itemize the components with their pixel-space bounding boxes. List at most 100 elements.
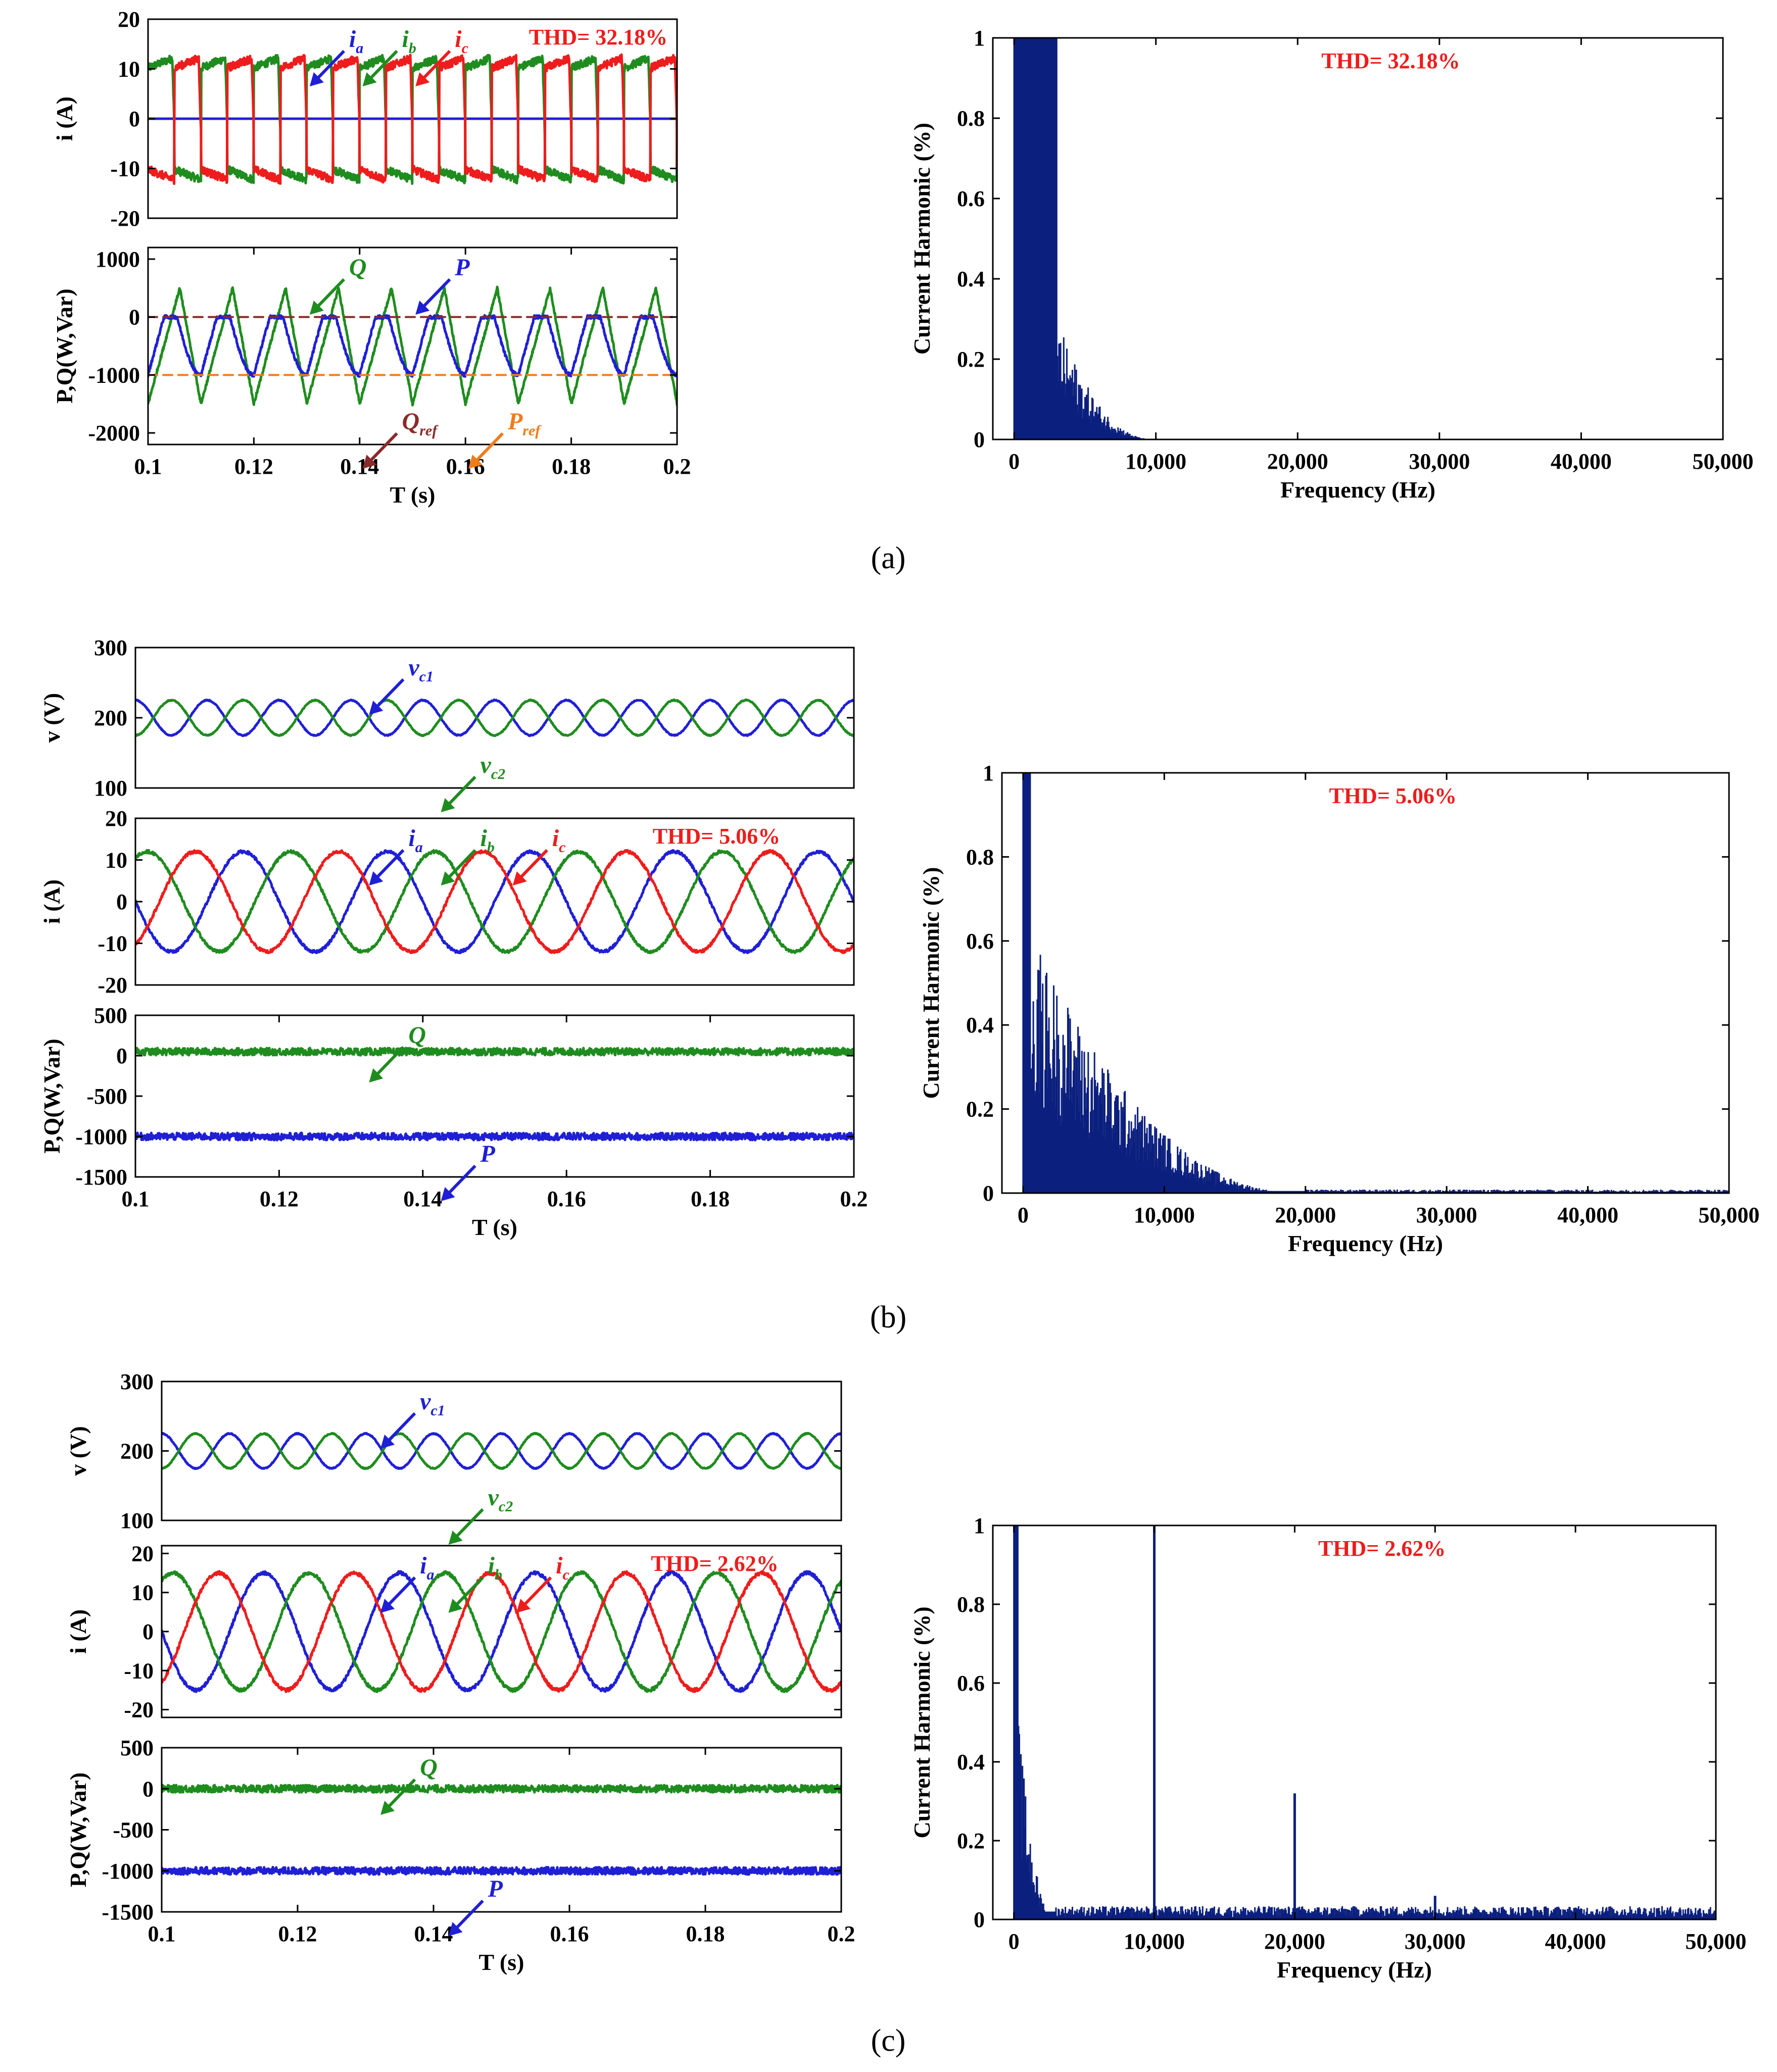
x-tick-label: 50,000 xyxy=(1699,1203,1760,1227)
x-tick-label: 0.2 xyxy=(663,454,691,479)
arrow-ia xyxy=(312,50,346,84)
arrow-P xyxy=(444,1164,476,1199)
chart-b-voltage: 300 200 100 v (V) vc1 vc2 xyxy=(39,635,855,812)
series-ib xyxy=(148,54,677,185)
y-tick-label: 0 xyxy=(983,1181,994,1206)
y-tick-label: -10 xyxy=(124,1658,154,1683)
axis-frame xyxy=(992,37,1724,440)
plot-area xyxy=(1013,1525,1716,1919)
x-tick-label: 0.18 xyxy=(691,1187,730,1211)
chart-a-current: 20 10 0 -10 -20 i (A) THD= 32.18% ia ib ic xyxy=(52,7,678,231)
signal-label-ic: ic xyxy=(552,825,566,856)
thd-label: THD= 32.18% xyxy=(1321,48,1460,73)
arrow-ic xyxy=(519,1576,552,1610)
spectrum-bars xyxy=(1013,38,1154,439)
y-tick-label: 0.4 xyxy=(957,1750,985,1774)
x-tick-label: 0.1 xyxy=(122,1187,150,1211)
y-axis-title: v (V) xyxy=(39,693,65,743)
plot-area xyxy=(162,1432,841,1470)
thd-label: THD= 32.18% xyxy=(529,25,667,50)
x-tick-label: 0.16 xyxy=(547,1187,586,1211)
thd-label: THD= 5.06% xyxy=(1329,783,1457,808)
y-tick-label: 0 xyxy=(142,1619,154,1644)
y-tick-label: -500 xyxy=(86,1084,127,1109)
y-tick-label: 1000 xyxy=(95,247,140,272)
x-tick-label: 0 xyxy=(1008,1929,1020,1954)
y-tick-label: 0.2 xyxy=(957,1829,985,1853)
arrow-head-icon xyxy=(448,1599,463,1613)
signal-label-ia: ia xyxy=(349,26,363,57)
arrow-vc2 xyxy=(451,1508,484,1542)
arrow-head-icon xyxy=(448,1922,463,1936)
y-tick-label: 200 xyxy=(94,706,127,730)
x-tick-label: 10,000 xyxy=(1124,1929,1185,1954)
y-axis-title: P,Q(W,Var) xyxy=(65,1772,91,1887)
arrow-head-icon xyxy=(380,1801,395,1815)
x-tick-label: 20,000 xyxy=(1264,1929,1325,1954)
y-tick-label: 20 xyxy=(105,806,127,831)
y-tick-label: 500 xyxy=(120,1736,154,1760)
y-axis-title: Current Harmonic (%) xyxy=(909,1606,935,1838)
y-axis-title: P,Q(W,Var) xyxy=(52,288,77,403)
series-ic xyxy=(148,53,677,185)
y-tick-label: 10 xyxy=(118,57,140,82)
y-tick-label: 0.6 xyxy=(966,929,994,954)
signal-label-Pref: Pref xyxy=(507,408,542,439)
arrow-head-icon xyxy=(441,871,455,885)
x-tick-label: 0 xyxy=(1018,1203,1029,1227)
x-tick-label: 50,000 xyxy=(1693,449,1754,474)
series-P xyxy=(162,1865,841,1876)
y-tick-label: -10 xyxy=(110,157,140,181)
y-tick-label: -1500 xyxy=(75,1165,127,1190)
arrow-head-icon xyxy=(468,455,483,469)
y-tick-label: -20 xyxy=(124,1698,154,1722)
x-tick-label: 0.14 xyxy=(403,1187,442,1211)
x-tick-label: 0 xyxy=(1008,449,1020,474)
x-tick-label: 20,000 xyxy=(1267,449,1328,474)
axis-frame xyxy=(1001,772,1730,1194)
y-tick-label: -20 xyxy=(110,206,140,231)
series-ib xyxy=(135,849,854,955)
signal-label-ic: ic xyxy=(455,26,468,57)
y-tick-label: 0.4 xyxy=(957,267,985,291)
series-Q xyxy=(135,1047,854,1057)
signal-label-Qref: Qref xyxy=(402,408,439,439)
plot-area xyxy=(135,849,854,955)
x-tick-label: 0.12 xyxy=(260,1187,299,1211)
y-tick-label: 0 xyxy=(116,1044,127,1068)
series-vc1 xyxy=(162,1432,841,1470)
arrow-ic xyxy=(418,50,451,84)
series-vc2 xyxy=(135,698,854,737)
y-tick-label: 10 xyxy=(105,848,127,873)
y-axis-title: Current Harmonic (%) xyxy=(918,867,944,1099)
signal-label-Q: Q xyxy=(349,254,367,281)
plot-area xyxy=(162,1570,841,1693)
signal-label-ib: ib xyxy=(488,1552,502,1583)
x-tick-label: 10,000 xyxy=(1134,1203,1195,1227)
chart-a-spectrum: 1 0.8 0.6 0.4 0.2 00 10,000 20,000 30,000 40,000 5… xyxy=(909,26,1754,503)
arrow-ib xyxy=(444,849,476,883)
x-tick-label: 0.18 xyxy=(686,1921,725,1946)
plot-area xyxy=(148,285,677,407)
signal-label-ia: ia xyxy=(408,825,422,856)
arrow-head-icon xyxy=(512,871,527,885)
y-tick-label: 500 xyxy=(94,1003,127,1028)
chart-b-spectrum: 1 0.8 0.6 0.4 0.2 00 10,000 20,000 30,000 40,000 5… xyxy=(918,761,1760,1256)
x-tick-label: 0.18 xyxy=(552,454,591,479)
arrow-head-icon xyxy=(362,72,377,86)
arrow-ib xyxy=(365,50,398,84)
y-tick-label: 0 xyxy=(974,1907,985,1932)
y-tick-label: 200 xyxy=(120,1439,154,1464)
y-tick-label: 1 xyxy=(974,26,985,51)
signal-label-vc1: vc1 xyxy=(408,654,434,685)
signal-label-vc2: vc2 xyxy=(488,1484,513,1515)
arrow-head-icon xyxy=(309,301,324,315)
x-axis-title: T (s) xyxy=(390,482,436,508)
arrow-vc1 xyxy=(372,678,405,712)
signal-label-ic: ic xyxy=(556,1552,569,1583)
x-axis-title: Frequency (Hz) xyxy=(1277,1957,1432,1983)
arrow-ia xyxy=(372,849,405,883)
y-axis-title: P,Q(W,Var) xyxy=(39,1039,65,1153)
